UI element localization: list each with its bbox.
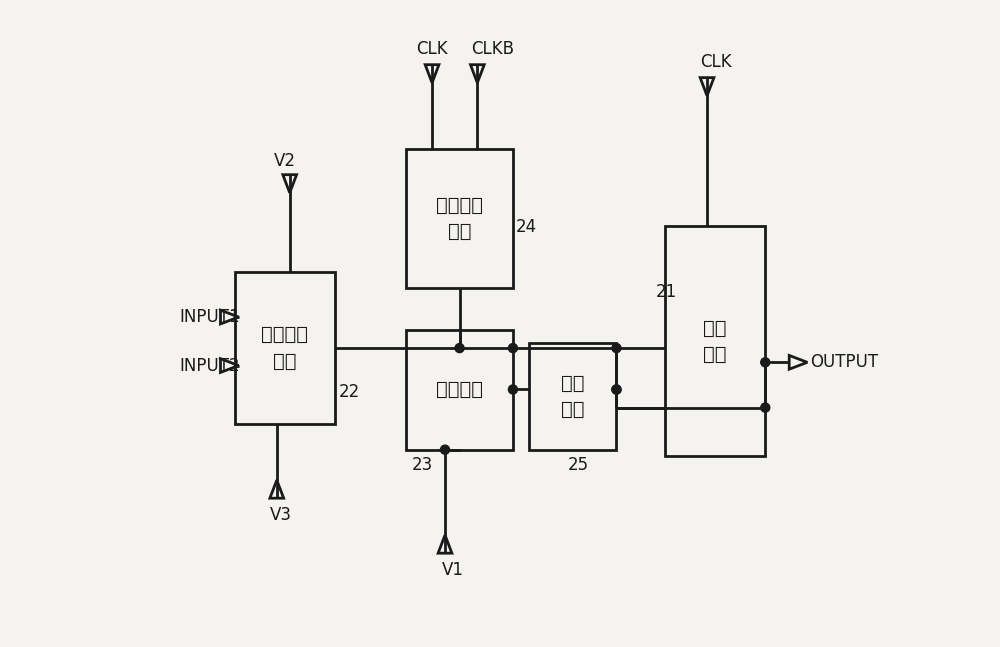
Circle shape (508, 344, 517, 353)
Text: 25: 25 (568, 455, 589, 474)
Text: OUTPUT: OUTPUT (811, 353, 879, 371)
Text: 23: 23 (411, 455, 433, 474)
Text: 预充复位
模块: 预充复位 模块 (261, 325, 308, 371)
Text: INPUT2: INPUT2 (180, 356, 240, 375)
Circle shape (761, 403, 770, 412)
Text: CLK: CLK (701, 53, 732, 71)
Circle shape (612, 385, 621, 394)
Text: CLKB: CLKB (471, 40, 514, 58)
Text: CLK: CLK (416, 40, 448, 58)
FancyBboxPatch shape (406, 149, 513, 288)
Circle shape (612, 344, 621, 353)
Text: 21: 21 (655, 283, 677, 301)
FancyBboxPatch shape (529, 343, 616, 450)
Circle shape (455, 344, 464, 353)
Text: 24: 24 (516, 218, 537, 236)
Text: V1: V1 (442, 561, 464, 579)
Text: 下拉控制
模块: 下拉控制 模块 (436, 195, 483, 241)
Text: 放电
模块: 放电 模块 (561, 373, 585, 419)
Text: 下拉模块: 下拉模块 (436, 380, 483, 399)
Circle shape (761, 358, 770, 367)
Text: 22: 22 (338, 383, 360, 401)
FancyBboxPatch shape (235, 272, 335, 424)
Text: V2: V2 (274, 151, 296, 170)
Text: INPUT1: INPUT1 (180, 308, 240, 326)
Circle shape (612, 385, 621, 394)
Text: V3: V3 (270, 506, 292, 524)
Text: 上拉
模块: 上拉 模块 (703, 318, 727, 364)
FancyBboxPatch shape (406, 330, 513, 450)
FancyBboxPatch shape (665, 226, 765, 456)
Circle shape (440, 445, 450, 454)
Circle shape (508, 385, 517, 394)
